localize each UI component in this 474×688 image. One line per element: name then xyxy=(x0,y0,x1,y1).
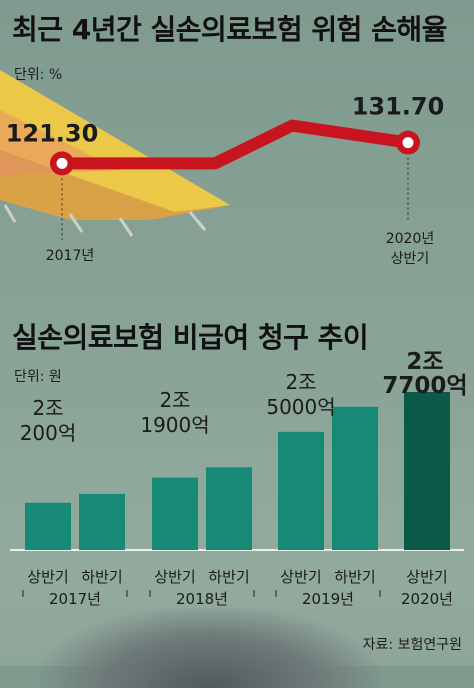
bar-value-label-line2-2019년: 5000억 xyxy=(266,395,335,419)
x-tick-period-2018년-1: 하반기 xyxy=(208,568,249,586)
umbrella-illustration xyxy=(0,70,230,237)
bar-2018년 하반기 xyxy=(206,467,252,550)
chart2-title: 실손의료보험 비급여 청구 추이 xyxy=(12,321,369,354)
bar-2020년 상반기 xyxy=(404,392,450,550)
x-tick-2017: 2017년 xyxy=(46,248,95,264)
chart1-unit: 단위: % xyxy=(14,67,63,83)
x-tick-2020-period: 상반기 xyxy=(391,251,430,267)
point-2017-center xyxy=(56,157,68,169)
loss-ratio-series-line xyxy=(62,119,409,170)
x-tick-period-2019년-1: 하반기 xyxy=(334,568,375,586)
x-tick-period-2019년-0: 상반기 xyxy=(280,568,321,586)
bar-value-label-line1-2020년: 2조 xyxy=(406,349,443,375)
x-tick-period-2017년-1: 하반기 xyxy=(81,568,122,586)
x-tick-year-2020년: 2020년 xyxy=(401,590,453,608)
value-label-2020-h1: 131.70 xyxy=(352,93,445,121)
bar-value-label-line2-2020년: 7700억 xyxy=(382,373,467,399)
source-note: 자료: 보험연구원 xyxy=(362,637,462,653)
bar-2019년 하반기 xyxy=(332,406,378,550)
x-tick-year-2019년: 2019년 xyxy=(302,590,354,608)
year-bracket-2017년 xyxy=(22,590,128,597)
bar-value-label-line1-2017년: 2조 xyxy=(32,396,63,420)
bar-value-label-line2-2018년: 1900억 xyxy=(140,413,209,437)
year-bracket-2019년 xyxy=(275,590,381,597)
bar-2018년 상반기 xyxy=(152,477,198,550)
value-label-2017: 121.30 xyxy=(6,119,99,147)
chart1-title: 최근 4년간 실손의료보험 위험 손해율 xyxy=(12,13,447,46)
x-tick-year-2017년: 2017년 xyxy=(49,590,101,608)
x-tick-2020-year: 2020년 xyxy=(386,231,435,247)
x-tick-period-2017년-0: 상반기 xyxy=(27,568,68,586)
x-tick-period-2018년-0: 상반기 xyxy=(154,568,195,586)
bar-value-label-line2-2017년: 200억 xyxy=(20,421,77,445)
bar-value-label-line1-2018년: 2조 xyxy=(159,388,190,412)
bar-2017년 상반기 xyxy=(25,502,71,550)
x-tick-year-2018년: 2018년 xyxy=(176,590,228,608)
bar-value-label-line1-2019년: 2조 xyxy=(285,370,316,394)
year-bracket-2018년 xyxy=(149,590,255,597)
x-tick-period-2020년-0: 상반기 xyxy=(406,568,447,586)
bar-2017년 하반기 xyxy=(79,493,125,550)
chart2-unit: 단위: 원 xyxy=(14,369,62,385)
point-2020-h1-center xyxy=(402,137,414,149)
bar-2019년 상반기 xyxy=(278,431,324,550)
